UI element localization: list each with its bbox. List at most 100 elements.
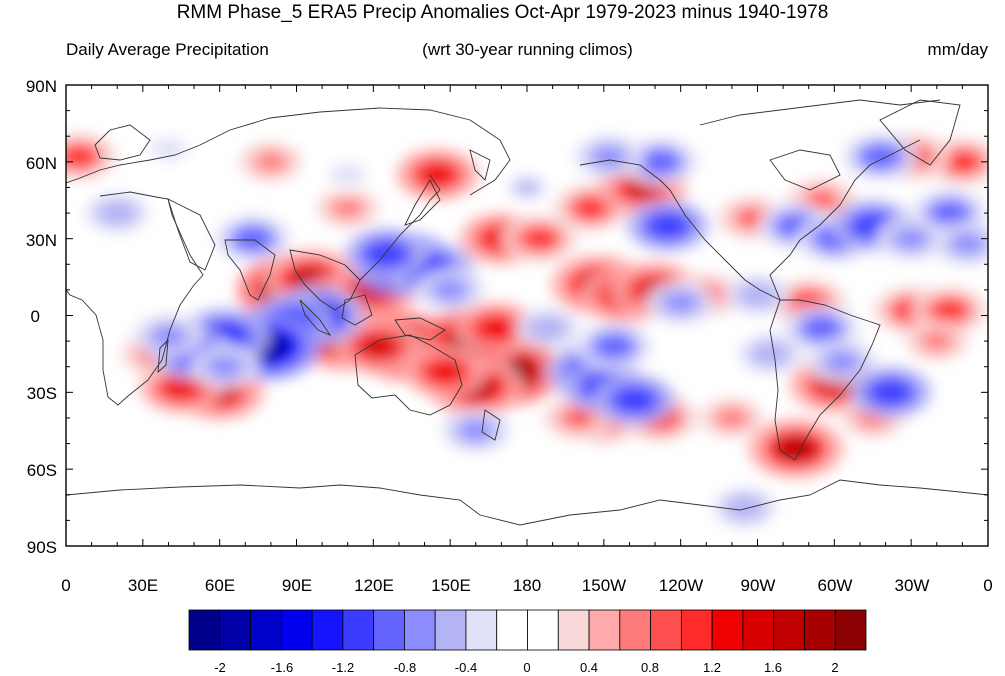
lon-label: 180 xyxy=(513,576,541,595)
coast-borneo xyxy=(341,294,373,326)
lat-label: 60S xyxy=(27,461,57,480)
lon-label: 120E xyxy=(354,576,394,595)
longitude-labels: 0 30E 60E 90E 120E 150E 180 150W 120W 90… xyxy=(61,576,992,595)
wet-anomaly-area xyxy=(163,376,199,399)
dry-anomaly-area xyxy=(666,293,696,312)
colorbar-label: -0.8 xyxy=(394,660,416,675)
coast-alaska xyxy=(579,159,671,191)
lon-label: 90W xyxy=(741,576,776,595)
coast-south-america xyxy=(769,299,881,461)
colorbar-swatch xyxy=(465,609,498,651)
wet-anomaly-area xyxy=(933,300,966,321)
wet-anomaly-area xyxy=(66,146,95,167)
colorbar-label: -1.6 xyxy=(271,660,293,675)
colorbar-swatch xyxy=(711,609,744,651)
dry-anomaly-area xyxy=(757,345,784,362)
dry-anomaly-area xyxy=(827,352,857,371)
wet-anomaly-area xyxy=(923,333,950,350)
colorbar-label: 2 xyxy=(831,660,838,675)
colorbar-swatch xyxy=(804,609,836,651)
subtitle-left: Daily Average Precipitation xyxy=(66,40,269,59)
wet-anomaly-area xyxy=(719,409,745,426)
colorbar-label: 1.2 xyxy=(703,660,721,675)
lat-label: 90N xyxy=(26,77,57,96)
dry-anomaly-area xyxy=(650,214,686,237)
dry-anomaly-area xyxy=(805,318,838,339)
colorbar-swatch xyxy=(527,609,559,651)
colorbar-swatch xyxy=(619,609,651,651)
colorbar-label: -1.2 xyxy=(332,660,354,675)
colorbar-swatch xyxy=(280,609,313,651)
colorbar-label: -2 xyxy=(214,660,226,675)
colorbar-swatch xyxy=(404,609,436,651)
dry-anomaly-area xyxy=(896,229,926,248)
wet-anomaly-area xyxy=(523,228,556,249)
latitude-labels: 90N 60N 30N 0 30S 60S 90S xyxy=(26,77,57,557)
wet-anomaly-area xyxy=(359,334,398,359)
colorbar-swatch xyxy=(219,609,251,651)
dry-anomaly-area xyxy=(933,203,966,224)
wet-anomaly-area xyxy=(334,199,361,216)
dry-anomaly-area xyxy=(594,147,624,166)
colorbar-label: -0.4 xyxy=(455,660,477,675)
coast-greenland xyxy=(879,99,961,166)
dry-anomaly-area xyxy=(157,142,180,157)
wet-anomaly-area xyxy=(575,197,608,218)
dry-anomaly-area xyxy=(644,151,677,172)
coast-north-america xyxy=(669,139,921,301)
colorbar-swatch xyxy=(680,609,713,651)
dry-anomaly-area xyxy=(731,499,758,516)
colorbar-labels: -2 -1.6 -1.2 -0.8 -0.4 0 0.4 0.8 1.2 1.6… xyxy=(214,660,838,675)
dry-anomaly-area xyxy=(953,234,982,253)
coast-madagascar xyxy=(157,338,169,374)
units-label: mm/day xyxy=(927,40,988,59)
axis-ticks xyxy=(65,84,989,547)
colorbar-label: 0.4 xyxy=(580,660,598,675)
wet-anomaly-area xyxy=(563,408,593,427)
dry-anomaly-area xyxy=(873,381,909,404)
colorbar-swatch xyxy=(188,609,221,651)
coast-new-guinea xyxy=(394,317,446,341)
colorbar-swatch xyxy=(311,609,344,651)
colorbar-swatch xyxy=(373,609,405,651)
wet-anomaly-area xyxy=(478,317,514,340)
lat-label: 90S xyxy=(27,538,57,557)
coast-japan xyxy=(404,179,441,226)
coast-scandinavia xyxy=(94,124,151,161)
dry-anomaly-area xyxy=(104,205,131,222)
coast-hudson xyxy=(769,149,841,191)
wet-anomaly-area xyxy=(258,153,284,170)
colorbar-swatch xyxy=(650,609,682,651)
chart-title: RMM Phase_5 ERA5 Precip Anomalies Oct-Ap… xyxy=(176,2,829,23)
lon-label: 150W xyxy=(582,576,626,595)
colorbar-swatch xyxy=(342,609,375,651)
colorbar-swatch xyxy=(773,609,805,651)
dry-anomaly-area xyxy=(336,167,359,182)
coast-australia xyxy=(354,334,463,416)
colorbar xyxy=(188,609,867,651)
colorbar-swatch xyxy=(834,609,867,651)
lat-label: 30S xyxy=(27,384,57,403)
lon-label: 60W xyxy=(818,576,853,595)
lon-label: 120W xyxy=(659,576,703,595)
dry-anomaly-area xyxy=(616,389,653,412)
coast-china xyxy=(359,174,441,281)
colorbar-swatch xyxy=(250,609,282,651)
wet-anomaly-area xyxy=(807,191,836,210)
dry-anomaly-area xyxy=(864,146,897,167)
lon-label: 90E xyxy=(282,576,312,595)
wet-anomaly-area xyxy=(427,360,463,383)
dry-anomaly-area xyxy=(368,243,404,266)
lat-label: 0 xyxy=(31,307,40,326)
coast-kamchatka xyxy=(469,149,491,181)
colorbar-swatch xyxy=(434,609,467,651)
coast-arctic-canada xyxy=(699,99,941,126)
colorbar-label: 0 xyxy=(523,660,530,675)
colorbar-swatch xyxy=(588,609,621,651)
lat-label: 30N xyxy=(26,231,57,250)
lat-label: 60N xyxy=(26,154,57,173)
coast-new-zealand xyxy=(481,409,501,441)
coast-se-asia xyxy=(289,249,361,311)
wet-anomaly-area xyxy=(946,151,979,172)
anomaly-field xyxy=(66,85,988,546)
